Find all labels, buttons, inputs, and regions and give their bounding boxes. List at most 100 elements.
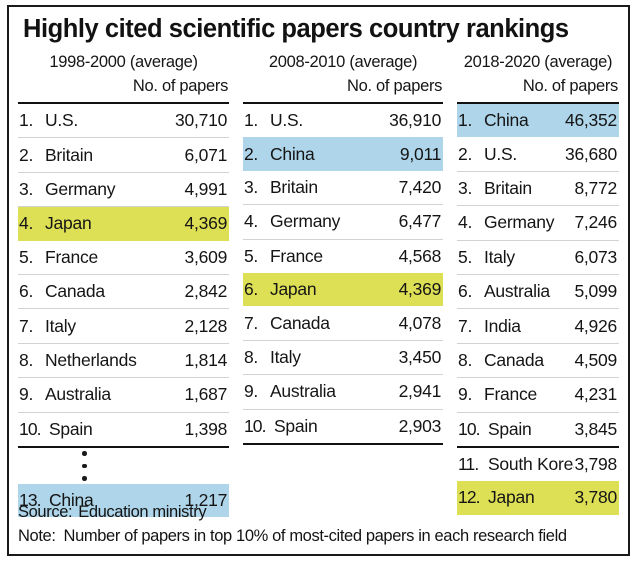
row-value: 2,941 (398, 381, 442, 402)
row-country: Canada (45, 281, 105, 302)
column-unit-label: No. of papers (132, 77, 229, 95)
table-row: 3. Britain 7,420 (243, 171, 443, 204)
vertical-ellipsis-block (18, 448, 229, 484)
source-line: Source: Education ministry (18, 500, 619, 524)
column-unit-label: No. of papers (346, 77, 443, 95)
row-divider (457, 308, 619, 310)
row-country: Japan (488, 487, 535, 508)
row-value: 3,780 (574, 487, 617, 508)
note-text: Number of papers in top 10% of most-cite… (63, 527, 568, 545)
row-country: South Korea (488, 454, 575, 475)
row-value: 2,842 (184, 281, 228, 302)
row-value: 1,217 (184, 490, 228, 511)
row-value: 1,687 (184, 384, 228, 405)
ranking-column-1998-2000: 1998-2000 (average) No. of papers 1. U.S… (18, 50, 230, 518)
table-row: 8. Canada 4,509 (457, 344, 619, 377)
column-bottom-rule (18, 445, 230, 448)
row-value: 3,450 (398, 346, 442, 367)
row-rank: 3. (458, 177, 473, 198)
row-country: France (484, 384, 537, 405)
table-row-highlight-china: 13. China 1,217 (18, 483, 230, 518)
row-value: 6,071 (184, 144, 228, 165)
row-country: China (269, 143, 315, 164)
row-value: 6,073 (574, 246, 617, 267)
row-country: Japan (45, 213, 92, 234)
row-country: U.S. (484, 143, 518, 164)
row-value: 30,710 (175, 110, 228, 131)
column-header-3: 2018-2020 (average) No. of papers (457, 50, 619, 102)
page-title: Highly cited scientific papers country r… (23, 15, 569, 43)
row-value: 1,398 (184, 418, 228, 439)
row-country: Canada (484, 349, 544, 370)
row-country: Netherlands (45, 349, 137, 370)
row-country: Spain (488, 418, 532, 439)
row-value: 46,352 (564, 110, 617, 131)
row-rank: 10. (243, 415, 267, 436)
table-row: 4. Germany 6,477 (243, 205, 443, 238)
row-country: China (484, 110, 529, 131)
table-row-highlight-china: 2. China 9,011 (242, 137, 444, 171)
row-divider (242, 374, 444, 376)
row-divider (242, 339, 444, 341)
table-row: 5. France 3,609 (18, 241, 229, 274)
row-rank: 12. (458, 487, 481, 508)
row-value: 4,369 (184, 213, 228, 234)
row-value: 8,772 (574, 177, 617, 198)
column-rows-2: 1. U.S. 36,910 2. China 9,011 3. Britain… (242, 104, 444, 514)
row-value: 7,246 (574, 212, 617, 233)
row-country: Britain (484, 177, 532, 198)
table-row: 3. Germany 4,991 (18, 173, 229, 206)
row-country: Canada (269, 312, 330, 333)
column-gap (443, 50, 457, 517)
row-value: 3,845 (574, 418, 617, 439)
row-country: Spain (49, 418, 93, 439)
table-row-highlight-japan: 4. Japan 4,369 (18, 207, 230, 241)
table-row: 6. Canada 2,842 (18, 275, 229, 308)
row-rank: 7. (19, 315, 34, 336)
row-country: U.S. (45, 110, 79, 131)
row-divider (457, 377, 619, 379)
row-divider (18, 308, 230, 310)
row-divider (457, 273, 619, 275)
row-country: Italy (484, 246, 515, 267)
row-value: 3,798 (574, 454, 617, 475)
table-row: 5. France 4,568 (243, 240, 443, 273)
table-row: 9. Australia 1,687 (18, 378, 229, 411)
row-value: 5,099 (574, 281, 617, 302)
row-divider (457, 239, 619, 241)
row-value: 4,231 (574, 384, 617, 405)
table-row: 8. Italy 3,450 (243, 341, 443, 374)
column-header-1: 1998-2000 (average) No. of papers (18, 50, 229, 102)
column-spacer (243, 445, 443, 481)
table-row-highlight-china: 1. China 46,352 (457, 104, 619, 138)
row-value: 4,078 (398, 312, 442, 333)
row-rank: 8. (243, 346, 259, 367)
row-rank: 5. (458, 246, 473, 267)
row-country: France (45, 246, 98, 267)
table-row: 11. South Korea 3,798 (457, 448, 619, 481)
row-country: Germany (269, 211, 341, 232)
row-rank: 3. (243, 176, 259, 197)
row-country: Britain (45, 144, 93, 165)
ranking-column-2008-2010: 2008-2010 (average) No. of papers 1. U.S… (242, 50, 444, 517)
row-country: Italy (269, 346, 301, 367)
ranking-column-2018-2020: 2018-2020 (average) No. of papers 1. Chi… (457, 50, 619, 517)
table-row-highlight-japan: 12. Japan 3,780 (457, 481, 619, 515)
column-gap (229, 50, 243, 517)
row-country: Australia (269, 381, 336, 402)
row-divider (18, 273, 230, 275)
row-value: 36,680 (564, 143, 617, 164)
row-divider (457, 342, 619, 344)
row-value: 6,477 (398, 211, 442, 232)
row-divider (457, 411, 619, 413)
row-value: 36,910 (389, 110, 442, 131)
row-rank: 6. (19, 281, 34, 302)
row-rank: 9. (243, 381, 259, 402)
row-divider (242, 204, 444, 206)
source-label: Source: (18, 503, 73, 521)
row-country: Spain (273, 415, 318, 436)
row-value: 7,420 (398, 176, 442, 197)
row-rank: 6. (458, 281, 473, 302)
row-country: Britain (269, 176, 318, 197)
row-divider (457, 170, 619, 172)
